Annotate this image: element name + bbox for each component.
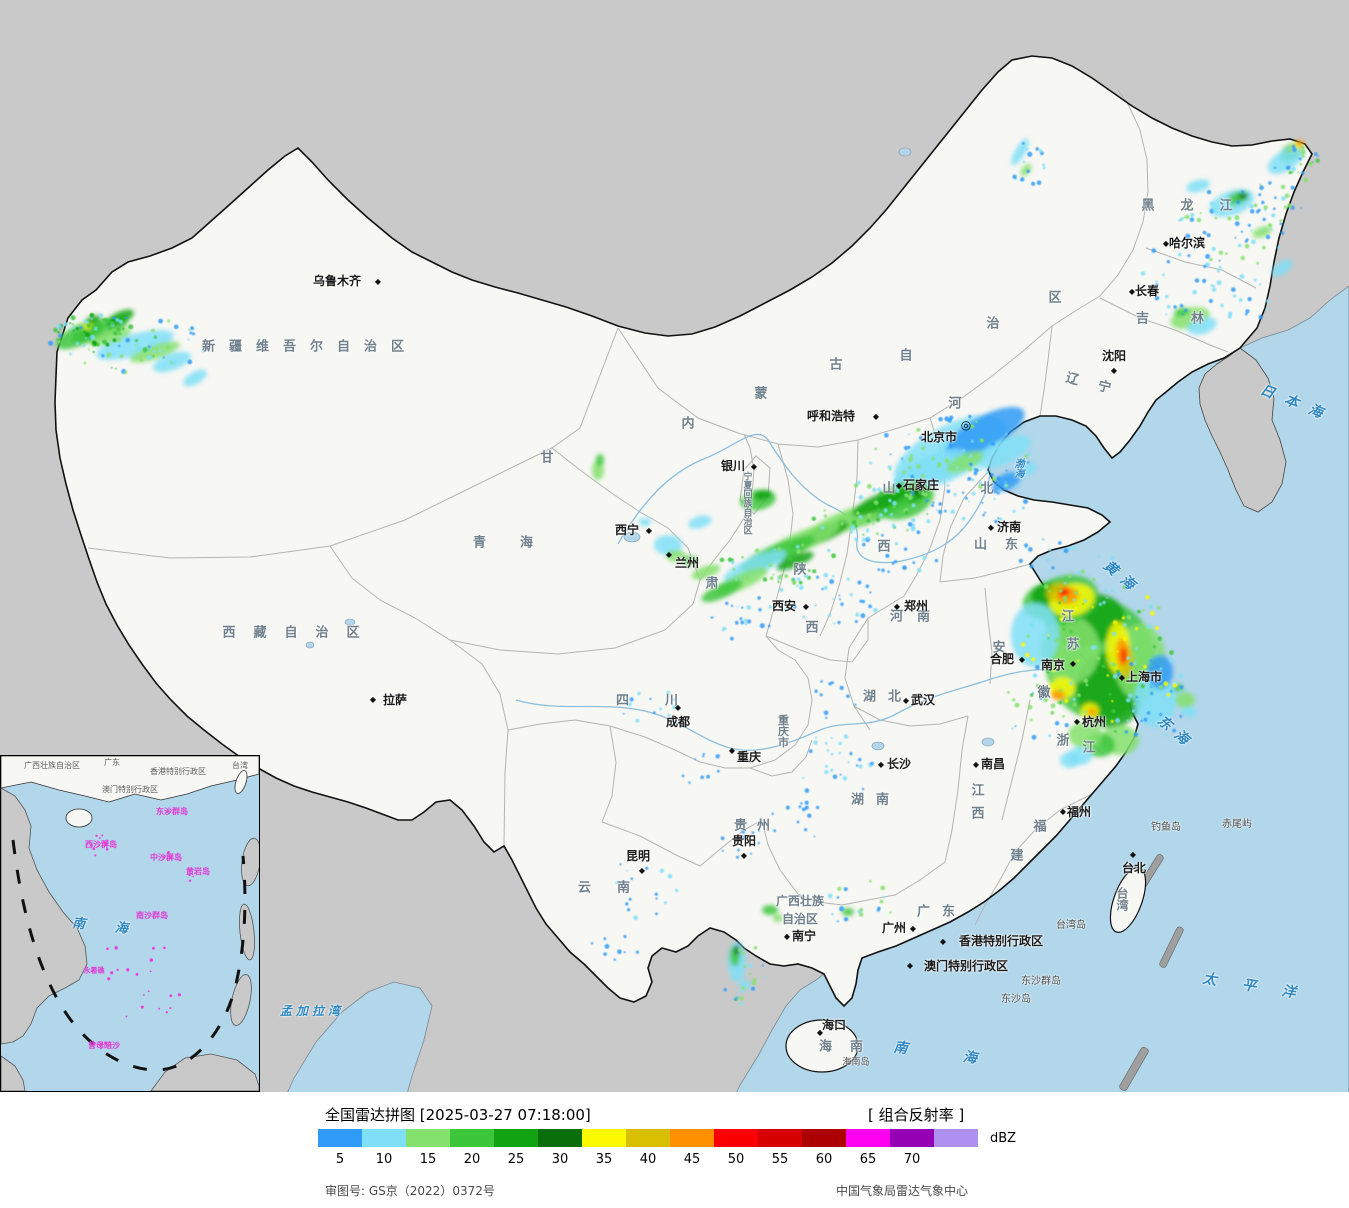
scale-swatch — [846, 1129, 890, 1147]
scale-tick-label: 20 — [463, 1152, 481, 1167]
scale-swatch — [890, 1129, 934, 1147]
scale-swatch — [714, 1129, 758, 1147]
scale-swatch — [362, 1129, 406, 1147]
scale-tick-label: 60 — [815, 1152, 833, 1167]
yellow-river — [617, 433, 991, 564]
scale-swatch — [802, 1129, 846, 1147]
color-scale — [318, 1129, 978, 1147]
south-china-sea-inset — [0, 755, 261, 1092]
scale-tick-label: 15 — [419, 1152, 437, 1167]
inset-indochina — [0, 787, 88, 1045]
china-landmass — [55, 56, 1312, 1006]
inset-taiwan — [234, 770, 248, 794]
product-label: [ 组合反射率 ] — [868, 1106, 965, 1124]
map-title: 全国雷达拼图 [2025-03-27 07:18:00] — [325, 1106, 591, 1124]
inset-svg — [0, 755, 261, 1092]
scale-tick-label: 45 — [683, 1152, 701, 1167]
scale-tick-label: 40 — [639, 1152, 657, 1167]
national-boundary — [54, 55, 1313, 1008]
scale-tick-label: 70 — [903, 1152, 921, 1167]
scale-tick-label: 5 — [335, 1152, 345, 1167]
inset-philippines — [230, 837, 261, 1026]
scale-tick-label: 30 — [551, 1152, 569, 1167]
inset-island-dots — [90, 810, 194, 1046]
scale-swatch — [538, 1129, 582, 1147]
scale-swatch — [758, 1129, 802, 1147]
scale-swatch — [934, 1129, 978, 1147]
scale-swatch — [450, 1129, 494, 1147]
unit-label: dBZ — [990, 1131, 1017, 1146]
scale-tick-label — [934, 1152, 978, 1167]
scale-tick-label: 10 — [375, 1152, 393, 1167]
review-number: 审图号: GS京（2022）0372号 — [325, 1184, 495, 1198]
bay-of-bengal — [287, 981, 433, 1092]
taiwan-island — [1109, 867, 1147, 933]
credit-label: 中国气象局雷达气象中心 — [836, 1184, 969, 1198]
inset-malaysia — [0, 1055, 26, 1092]
scale-swatch — [626, 1129, 670, 1147]
nine-dash-line — [11, 839, 247, 1072]
scale-swatch — [406, 1129, 450, 1147]
china-radar-map: 新疆维吾尔自治区 西藏自治区 青海甘肃内蒙古自治区宁夏回族自治区陕西山西山东河北河南… — [0, 55, 1349, 1092]
radar-echo-layer — [56, 138, 1304, 990]
inset-china-coast — [0, 755, 260, 803]
lakes — [305, 147, 995, 751]
scale-swatch — [318, 1129, 362, 1147]
inset-hainan — [65, 808, 93, 828]
scale-tick-label: 55 — [771, 1152, 789, 1167]
scale-swatch — [494, 1129, 538, 1147]
scale-tick-label: 50 — [727, 1152, 745, 1167]
hainan-island — [785, 1019, 859, 1073]
province-borders — [87, 89, 1257, 926]
radar-speckle-layer — [48, 142, 1320, 1006]
scale-swatch — [670, 1129, 714, 1147]
color-scale-labels: 5 10 15 20 25 30 35 40 45 50 55 60 65 70 — [318, 1152, 978, 1167]
scale-tick-label: 25 — [507, 1152, 525, 1167]
korea-peninsula — [1198, 347, 1287, 513]
scale-tick-label: 35 — [595, 1152, 613, 1167]
scale-tick-label: 65 — [859, 1152, 877, 1167]
scale-swatch — [582, 1129, 626, 1147]
legend-bar: 全国雷达拼图 [2025-03-27 07:18:00] [ 组合反射率 ] 5… — [0, 1092, 1349, 1208]
